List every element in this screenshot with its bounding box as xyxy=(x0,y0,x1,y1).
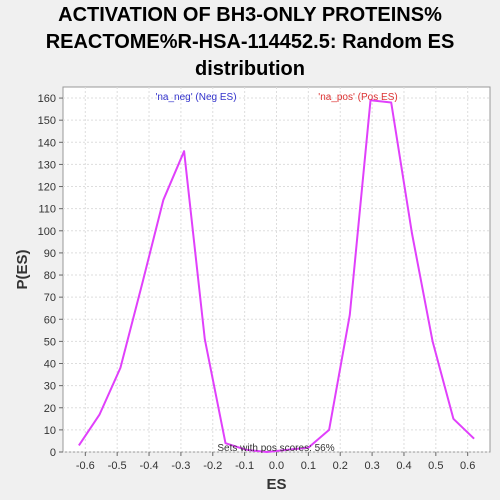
chart-title-line-3: distribution xyxy=(195,58,305,80)
x-tick-label: -0.5 xyxy=(108,460,127,472)
x-tick-label: 0.2 xyxy=(333,460,348,472)
es-distribution-line xyxy=(78,99,475,453)
x-tick-label: -0.6 xyxy=(76,460,95,472)
x-tick-label: -0.4 xyxy=(140,460,159,472)
y-axis-label: P(ES) xyxy=(14,249,31,289)
y-tick-label: 130 xyxy=(38,159,56,171)
y-axis: 0 10 20 30 40 50 60 70 80 90 100 110 120 130 140 150 160 xyxy=(38,93,63,459)
y-tick-label: 20 xyxy=(44,403,56,415)
annotation-neg-es: 'na_neg' (Neg ES) xyxy=(155,92,236,103)
annotation-pos-score-share: Sets with pos scores: 56% xyxy=(217,443,334,454)
y-tick-label: 160 xyxy=(38,93,56,105)
y-tick-label: 0 xyxy=(50,447,56,459)
x-tick-label: -0.1 xyxy=(235,460,254,472)
x-tick-label: -0.3 xyxy=(171,460,190,472)
x-tick-label: 0.0 xyxy=(269,460,284,472)
x-tick-label: -0.2 xyxy=(203,460,222,472)
y-tick-label: 10 xyxy=(44,425,56,437)
x-tick-label: 0.6 xyxy=(460,460,475,472)
y-tick-label: 100 xyxy=(38,226,56,238)
x-tick-label: 0.4 xyxy=(396,460,411,472)
x-tick-label: 0.5 xyxy=(428,460,443,472)
chart-title-line-1: ACTIVATION OF BH3-ONLY PROTEINS% xyxy=(58,4,442,26)
y-tick-label: 140 xyxy=(38,137,56,149)
series-group xyxy=(78,99,475,453)
x-tick-label: 0.3 xyxy=(364,460,379,472)
chart-title-line-2: REACTOME%R-HSA-114452.5: Random ES xyxy=(45,31,455,53)
y-tick-label: 30 xyxy=(44,381,56,393)
y-tick-label: 90 xyxy=(44,248,56,260)
y-tick-label: 40 xyxy=(44,359,56,371)
y-tick-label: 70 xyxy=(44,292,56,304)
x-axis: -0.6 -0.5 -0.4 -0.3 -0.2 -0.1 0.0 0.1 0.2 0.3 0.4 0… xyxy=(76,452,475,472)
y-tick-label: 50 xyxy=(44,336,56,348)
y-tick-label: 80 xyxy=(44,270,56,282)
x-tick-label: 0.1 xyxy=(301,460,316,472)
plot-area xyxy=(62,86,491,453)
chart-title: ACTIVATION OF BH3-ONLY PROTEINS% REACTOM… xyxy=(0,2,500,83)
x-axis-label: ES xyxy=(266,476,286,493)
y-tick-label: 120 xyxy=(38,182,56,194)
y-tick-label: 110 xyxy=(38,204,56,216)
y-tick-label: 60 xyxy=(44,314,56,326)
y-tick-label: 150 xyxy=(38,115,56,127)
annotation-pos-es: 'na_pos' (Pos ES) xyxy=(318,92,397,103)
